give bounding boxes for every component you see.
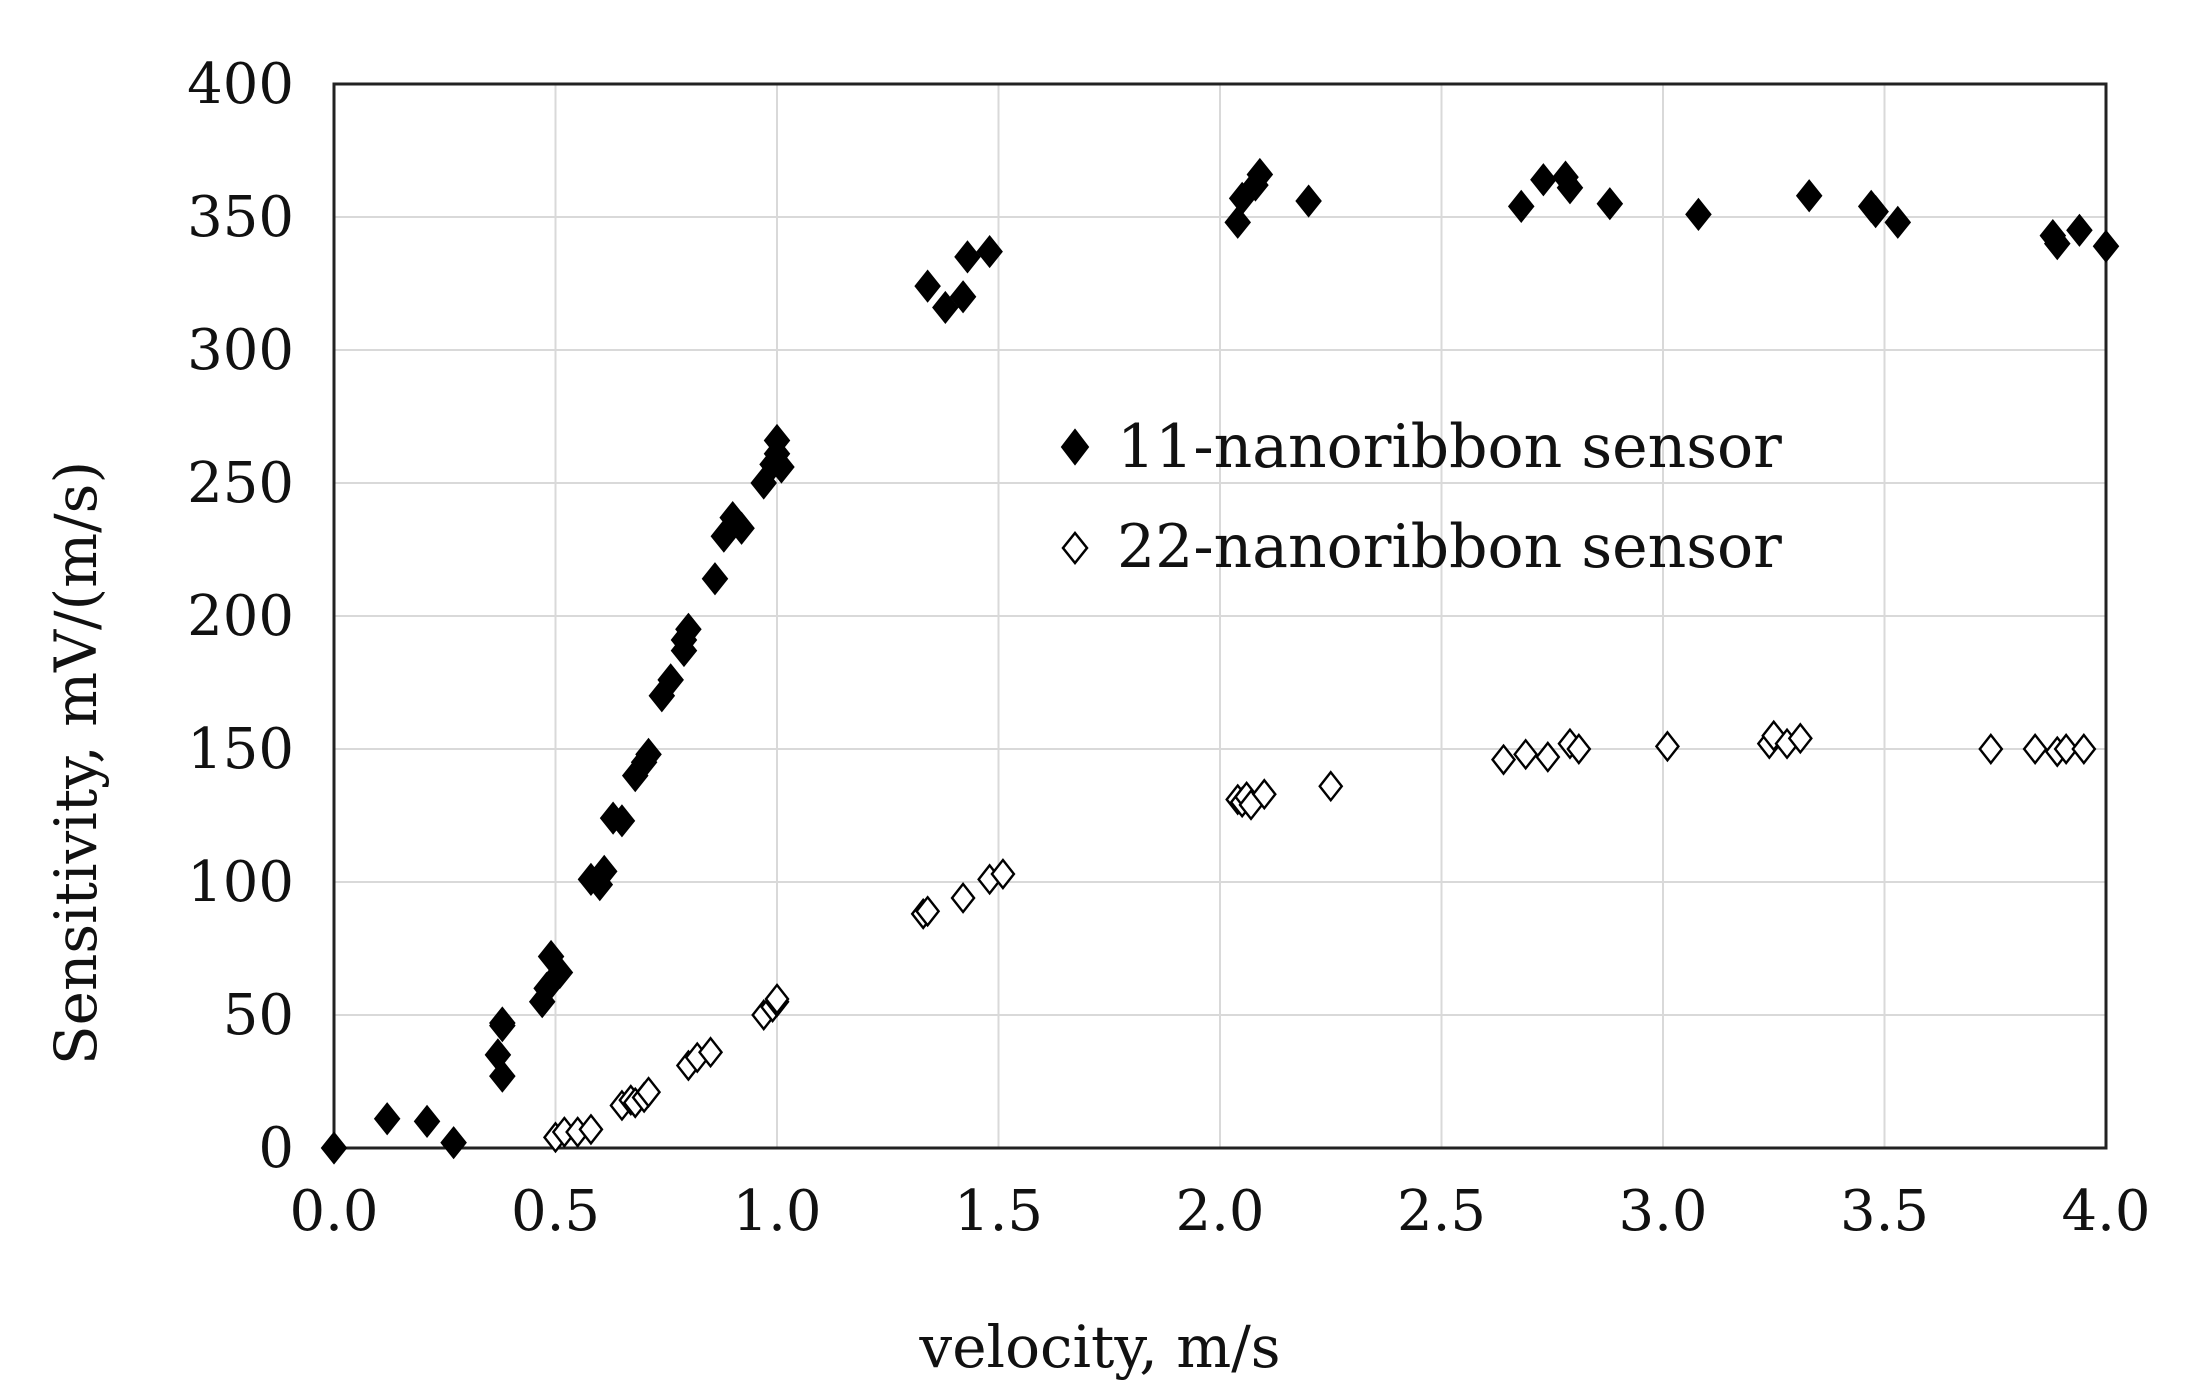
legend-label-22-nanoribbon: 22-nanoribbon sensor — [1117, 512, 1782, 582]
x-tick-label: 0.0 — [289, 1179, 378, 1244]
plot-frame — [332, 82, 2108, 1150]
data-point-11-nanoribbon — [533, 971, 560, 1006]
x-tick-label: 3.0 — [1618, 1179, 1707, 1244]
y-tick-label: 100 — [187, 850, 294, 915]
x-tick-label: 3.5 — [1840, 1179, 1929, 1244]
x-axis-title: velocity, m/s — [918, 1313, 1280, 1381]
data-point-22-nanoribbon — [1251, 778, 1277, 811]
data-point-22-nanoribbon — [1535, 741, 1561, 773]
data-point-22-nanoribbon — [1490, 743, 1517, 776]
y-axis-tick-labels: 0 50 100 150 200 250 300 350 400 — [187, 52, 294, 1181]
data-point-22-nanoribbon — [636, 1076, 662, 1109]
data-point-11-nanoribbon — [675, 612, 702, 646]
data-point-11-nanoribbon — [728, 511, 755, 545]
data-point-22-nanoribbon — [2022, 733, 2048, 765]
data-point-22-nanoribbon — [1566, 733, 1592, 765]
y-tick-label: 400 — [187, 52, 294, 117]
data-point-11-nanoribbon — [413, 1104, 441, 1139]
x-tick-label: 2.5 — [1397, 1179, 1486, 1244]
data-point-22-nanoribbon — [698, 1036, 724, 1069]
legend-marker-filled-diamond — [1060, 428, 1090, 466]
data-point-11-nanoribbon — [440, 1126, 467, 1160]
data-point-11-nanoribbon — [546, 955, 574, 990]
data-point-22-nanoribbon — [764, 983, 790, 1015]
legend-item-22-nanoribbon: 22-nanoribbon sensor — [1061, 512, 1782, 582]
x-tick-label: 1.5 — [954, 1179, 1043, 1244]
data-point-11-nanoribbon — [1530, 163, 1557, 197]
data-point-11-nanoribbon — [657, 663, 684, 697]
x-tick-label: 4.0 — [2061, 1179, 2150, 1244]
data-point-11-nanoribbon — [590, 854, 618, 888]
y-tick-label: 0 — [258, 1116, 294, 1181]
data-point-11-nanoribbon — [1246, 157, 1274, 192]
data-point-11-nanoribbon — [635, 737, 662, 771]
data-point-22-nanoribbon — [1787, 722, 1813, 755]
y-tick-label: 250 — [187, 451, 294, 516]
data-point-11-nanoribbon — [914, 269, 941, 303]
data-point-11-nanoribbon — [932, 290, 959, 325]
data-point-11-nanoribbon — [1556, 171, 1584, 205]
y-tick-label: 350 — [187, 185, 294, 250]
data-point-11-nanoribbon — [1596, 187, 1624, 221]
data-point-22-nanoribbon — [990, 858, 1016, 890]
data-point-11-nanoribbon — [1224, 205, 1252, 239]
data-point-11-nanoribbon — [1507, 189, 1535, 223]
data-point-11-nanoribbon — [1685, 197, 1712, 231]
data-point-11-nanoribbon — [1295, 184, 1322, 218]
data-point-11-nanoribbon — [954, 240, 981, 274]
data-point-22-nanoribbon — [2071, 733, 2097, 765]
data-point-22-nanoribbon — [1318, 770, 1344, 803]
data-point-22-nanoribbon — [1978, 733, 2004, 765]
data-point-22-nanoribbon — [578, 1113, 604, 1146]
data-point-11-nanoribbon — [2043, 226, 2071, 261]
legend-marker-hollow-diamond — [1061, 530, 1089, 566]
data-point-11-nanoribbon — [2092, 229, 2120, 263]
x-axis-tick-labels: 0.0 0.5 1.0 1.5 2.0 2.5 3.0 3.5 4.0 — [289, 1179, 2150, 1244]
legend-label-11-nanoribbon: 11-nanoribbon sensor — [1117, 412, 1782, 482]
x-tick-label: 1.0 — [732, 1179, 821, 1244]
data-point-11-nanoribbon — [320, 1131, 348, 1165]
legend-item-11-nanoribbon: 11-nanoribbon sensor — [1060, 412, 1782, 482]
y-tick-label: 150 — [187, 717, 294, 782]
y-axis-title: Sensitivity, mV/(m/s) — [42, 461, 110, 1065]
data-point-22-nanoribbon — [1654, 730, 1680, 763]
data-point-11-nanoribbon — [1884, 205, 1912, 239]
x-tick-label: 2.0 — [1175, 1179, 1264, 1244]
y-tick-label: 200 — [187, 584, 294, 649]
data-point-22-nanoribbon — [915, 895, 941, 928]
plot-area-frame — [332, 82, 2108, 1150]
y-tick-label: 300 — [187, 318, 294, 383]
x-tick-label: 0.5 — [511, 1179, 600, 1244]
y-tick-label: 50 — [223, 983, 294, 1048]
data-point-11-nanoribbon — [608, 804, 636, 838]
data-points — [320, 157, 2120, 1165]
data-point-22-nanoribbon — [950, 882, 976, 914]
data-point-22-nanoribbon — [2053, 733, 2079, 765]
data-point-11-nanoribbon — [949, 280, 977, 314]
data-point-11-nanoribbon — [976, 234, 1003, 269]
data-point-11-nanoribbon — [373, 1102, 401, 1136]
gridlines — [334, 84, 2106, 1148]
data-point-11-nanoribbon — [701, 562, 729, 596]
data-point-11-nanoribbon — [763, 423, 791, 458]
data-point-11-nanoribbon — [2066, 213, 2093, 247]
legend: 11-nanoribbon sensor 22-nanoribbon senso… — [1060, 412, 1782, 582]
data-point-11-nanoribbon — [489, 1059, 516, 1093]
data-point-11-nanoribbon — [489, 1006, 516, 1040]
data-point-11-nanoribbon — [768, 450, 795, 484]
data-point-11-nanoribbon — [1862, 195, 1889, 229]
data-point-22-nanoribbon — [1513, 738, 1539, 771]
data-point-11-nanoribbon — [1795, 179, 1823, 213]
